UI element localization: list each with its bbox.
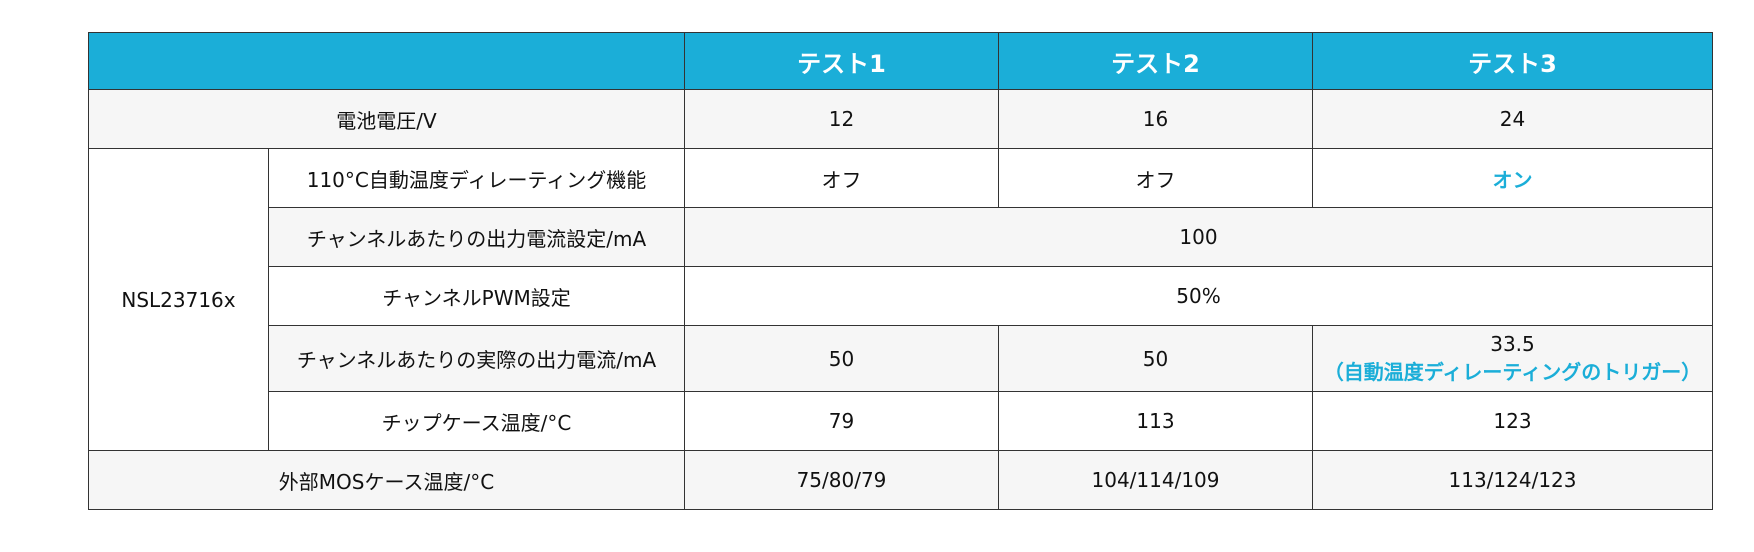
test-results-table: テスト1 テスト2 テスト3 電池電圧/V 12 16 24 NSL23716x…	[88, 32, 1713, 510]
table-row-actual-current: チャンネルあたりの実際の出力電流/mA 50 50 33.5 （自動温度ディレー…	[89, 325, 1713, 392]
row-label: 外部MOSケース温度/°C	[88, 450, 685, 510]
derating-note: （自動温度ディレーティングのトリガー）	[1323, 360, 1702, 384]
cell: オフ	[684, 148, 999, 208]
row-label: チャンネルあたりの実際の出力電流/mA	[268, 325, 685, 392]
header-blank	[88, 32, 685, 90]
cell-highlight: オン	[1312, 148, 1713, 208]
table-row-chip-temp: チップケース温度/°C 79 113 123	[89, 391, 1713, 451]
table-row-current-setting: チャンネルあたりの出力電流設定/mA 100	[89, 207, 1713, 267]
cell: 50	[684, 325, 999, 392]
cell: 79	[684, 391, 999, 451]
cell: 24	[1312, 89, 1713, 149]
table-row-derating: NSL23716x 110°C自動温度ディレーティング機能 オフ オフ オン	[88, 148, 1713, 451]
row-label: 電池電圧/V	[88, 89, 685, 149]
table-row-mos-temp: 外部MOSケース温度/°C 75/80/79 104/114/109 113/1…	[88, 450, 1713, 510]
header-test1: テスト1	[684, 32, 999, 90]
table-row-battery: 電池電圧/V 12 16 24	[88, 89, 1713, 149]
cell: 100	[684, 207, 1713, 267]
group-label: NSL23716x	[88, 148, 269, 451]
header-row: テスト1 テスト2 テスト3	[88, 32, 1713, 90]
cell: 113/124/123	[1312, 450, 1713, 510]
header-test3: テスト3	[1312, 32, 1713, 90]
cell: 123	[1312, 391, 1713, 451]
row-label: チップケース温度/°C	[268, 391, 685, 451]
cell: 75/80/79	[684, 450, 999, 510]
cell: 104/114/109	[998, 450, 1313, 510]
cell-value: 33.5	[1490, 332, 1535, 356]
cell: オフ	[998, 148, 1313, 208]
row-label: チャンネルPWM設定	[268, 266, 685, 326]
cell: 50%	[684, 266, 1713, 326]
header-test2: テスト2	[998, 32, 1313, 90]
row-label: チャンネルあたりの出力電流設定/mA	[268, 207, 685, 267]
cell: 12	[684, 89, 999, 149]
table-row-pwm: チャンネルPWM設定 50%	[89, 266, 1713, 326]
cell: 16	[998, 89, 1313, 149]
cell: 50	[998, 325, 1313, 392]
cell: 33.5 （自動温度ディレーティングのトリガー）	[1312, 325, 1713, 392]
cell: 113	[998, 391, 1313, 451]
row-label: 110°C自動温度ディレーティング機能	[268, 148, 685, 208]
